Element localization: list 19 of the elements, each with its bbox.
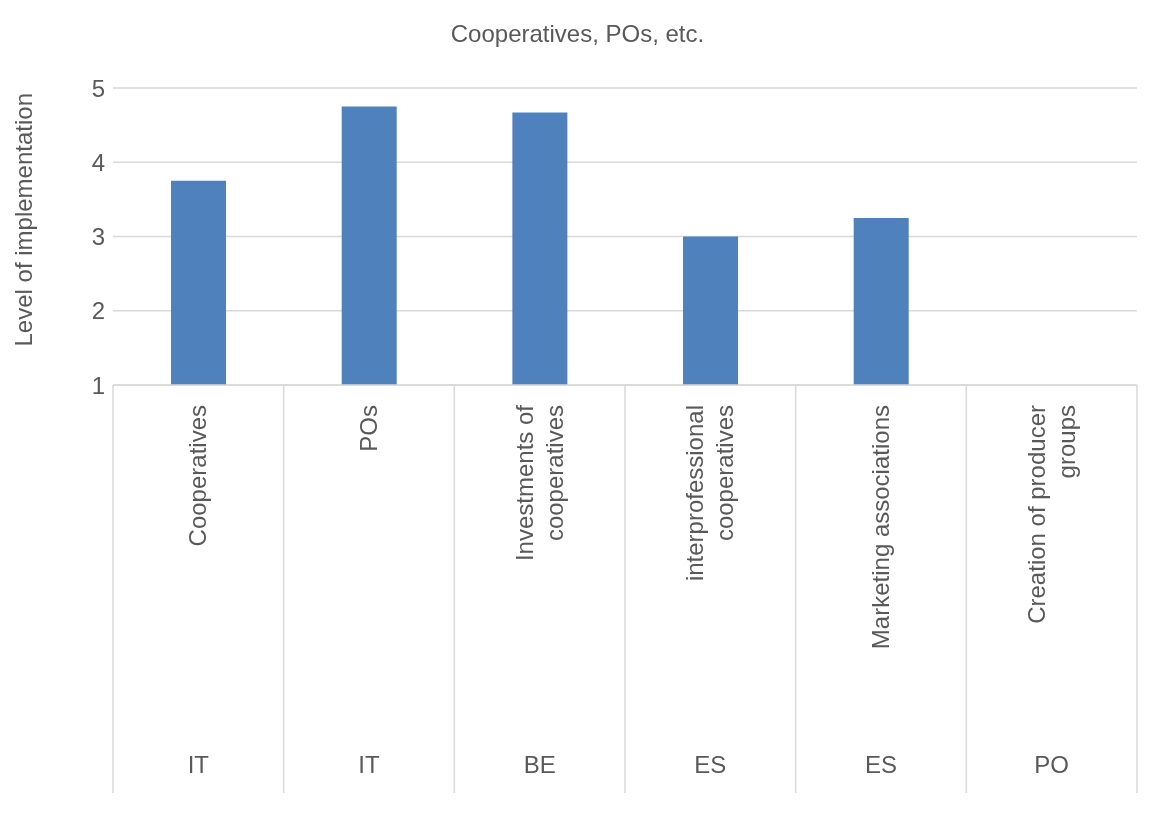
text: ES bbox=[864, 751, 898, 778]
y-tick-label: 3 bbox=[91, 223, 105, 251]
text: BE bbox=[523, 751, 556, 778]
y-tick-label: 4 bbox=[91, 148, 105, 176]
y-axis-title: Level of implementation bbox=[9, 93, 37, 347]
x-tick-label: Creation of producer groups bbox=[1022, 405, 1080, 624]
y-tick-label: 5 bbox=[91, 74, 105, 102]
x-tick-label: Cooperatives bbox=[184, 405, 212, 547]
text: ES bbox=[694, 751, 727, 778]
y-tick-label: 1 bbox=[91, 371, 105, 399]
x-tick-label: Investments of cooperatives bbox=[510, 404, 568, 562]
text: IT bbox=[358, 751, 380, 778]
y-tick-label: 2 bbox=[91, 297, 105, 325]
chart-title: Cooperatives, POs, etc. bbox=[449, 19, 706, 49]
x-tick-label: Marketing associations bbox=[867, 405, 894, 650]
x-tick-label: interprofessional cooperatives bbox=[681, 405, 739, 582]
text: IT bbox=[187, 751, 210, 778]
x-tick-label: POs bbox=[355, 405, 382, 452]
text: PO bbox=[1034, 751, 1070, 778]
